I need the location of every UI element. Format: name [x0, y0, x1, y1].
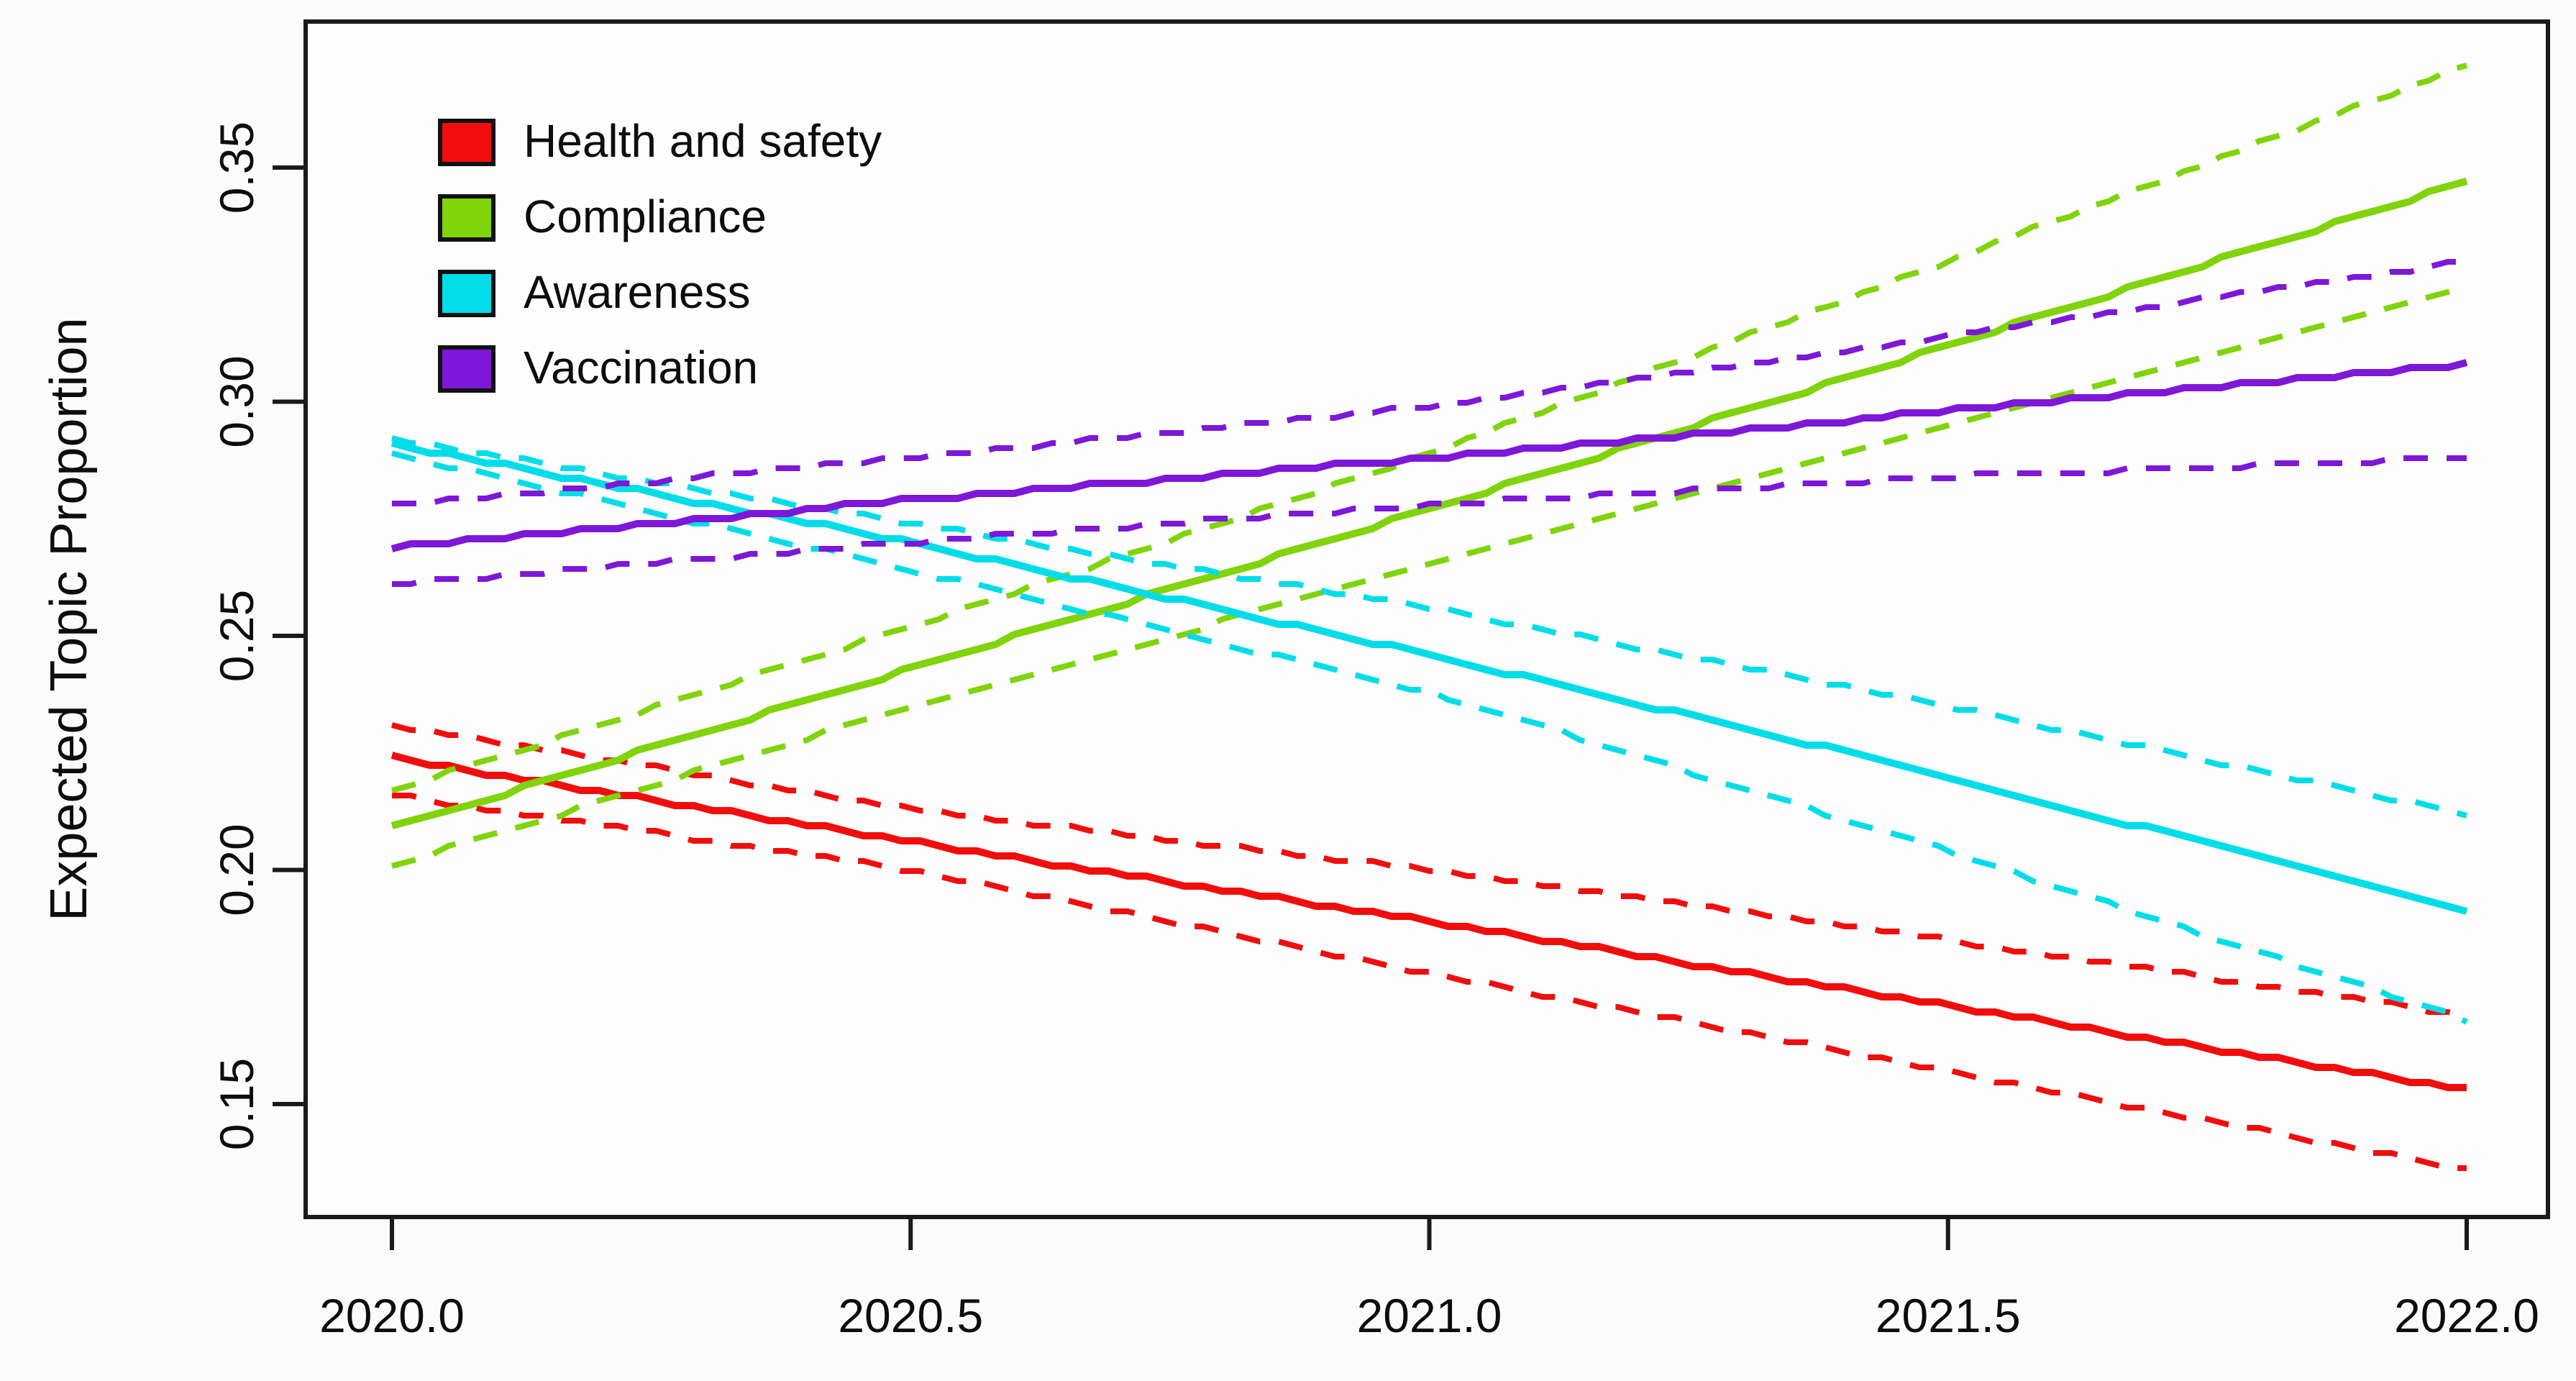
vaccination-ci-upper-line [392, 259, 2467, 506]
y-tick-label: 0.25 [210, 590, 263, 682]
awareness-ci-upper-line [390, 435, 2468, 819]
awareness-mean-line [390, 439, 2468, 915]
legend-item-health-and-safety: Health and safety [438, 115, 882, 167]
plot-area [306, 22, 2548, 1217]
y-tick-label: 0.15 [210, 1058, 263, 1150]
y-axis: 0.15 0.20 0.25 0.30 0.35 [210, 122, 306, 1150]
compliance-mean-line [390, 178, 2468, 829]
legend-item-compliance: Compliance [438, 191, 767, 242]
y-tick-label: 0.30 [210, 355, 263, 447]
x-axis: 2020.0 2020.5 2021.0 2021.5 2022.0 [319, 1217, 2539, 1342]
legend: Health and safety Compliance Awareness Vacc… [438, 115, 882, 393]
series-layer [390, 63, 2468, 1171]
y-tick-label: 0.35 [210, 122, 263, 214]
series-vaccination [390, 259, 2468, 587]
x-tick-label: 2021.0 [1357, 1289, 1502, 1342]
x-tick-label: 2020.0 [319, 1289, 465, 1342]
x-tick-label: 2021.5 [1876, 1289, 2021, 1342]
series-health-and-safety [390, 722, 2468, 1171]
legend-swatch-health-and-safety [438, 119, 495, 166]
legend-label: Compliance [524, 191, 767, 242]
y-axis-title: Expected Topic Proportion [40, 317, 98, 921]
legend-swatch-compliance [438, 194, 495, 242]
vaccination-mean-line [390, 359, 2468, 552]
compliance-ci-upper-line [390, 63, 2468, 793]
legend-item-vaccination: Vaccination [438, 342, 758, 393]
series-awareness [390, 435, 2468, 1025]
compliance-ci-lower-line [390, 284, 2468, 869]
plot-border [303, 19, 2550, 1219]
series-compliance [390, 63, 2468, 869]
health-and-safety-ci-upper-line [390, 722, 2468, 1020]
y-tick-label: 0.20 [210, 824, 263, 916]
legend-label: Health and safety [524, 115, 882, 167]
vaccination-ci-lower-line [392, 455, 2467, 587]
health-and-safety-mean-line [390, 752, 2467, 1091]
legend-swatch-awareness [438, 270, 495, 317]
health-and-safety-ci-lower-line [392, 793, 2467, 1171]
legend-swatch-vaccination [438, 345, 495, 393]
x-tick-label: 2022.0 [2394, 1289, 2539, 1342]
legend-item-awareness: Awareness [438, 266, 750, 318]
awareness-ci-lower-line [390, 450, 2468, 1025]
legend-label: Awareness [524, 266, 750, 318]
legend-label: Vaccination [524, 342, 758, 393]
x-tick-label: 2020.5 [838, 1289, 983, 1342]
